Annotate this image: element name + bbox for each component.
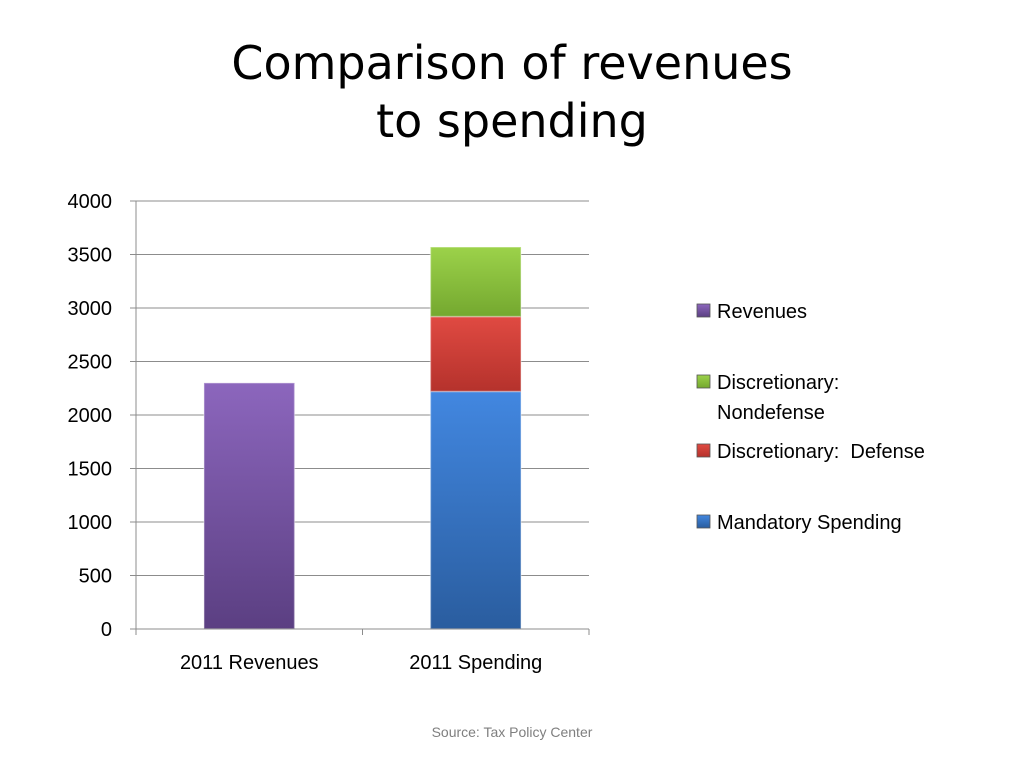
legend-swatch [696, 443, 711, 458]
y-tick-label: 2500 [68, 352, 113, 374]
bar-revenues [203, 382, 296, 630]
legend-label: Discretionary: [717, 372, 839, 394]
y-tick-label: 3500 [68, 245, 113, 267]
x-category-label: 2011 Revenues [180, 652, 319, 674]
legend-label: Revenues [717, 301, 807, 323]
x-category-label: 2011 Spending [409, 652, 542, 674]
source-note: Source: Tax Policy Center [431, 724, 593, 740]
legend-label: Discretionary: Defense [717, 441, 925, 463]
y-tick-label: 3000 [68, 298, 113, 320]
bar-mandatory-spending [429, 390, 522, 630]
y-tick-label: 0 [101, 619, 112, 641]
legend-swatch [696, 514, 711, 529]
y-tick-label: 2000 [68, 405, 113, 427]
legend-label: Mandatory Spending [717, 512, 902, 534]
y-tick-label: 4000 [68, 191, 113, 213]
title-line-1: Comparison of revenues [231, 36, 793, 90]
y-tick-label: 1000 [68, 512, 113, 534]
legend-item-discretionary-nondefense: Discretionary: Nondefense [696, 372, 839, 424]
legend-item-discretionary-defense: Discretionary: Defense [696, 441, 925, 463]
legend-swatch [696, 303, 711, 318]
bar-discretionary-defense [429, 315, 522, 393]
y-tick-label: 500 [79, 566, 112, 588]
legend-label: Nondefense [717, 402, 825, 424]
bar-discretionary-nondefense [429, 246, 522, 318]
legend-swatch [696, 374, 711, 389]
title-line-2: to spending [376, 94, 648, 148]
legend-item-revenues: Revenues [696, 301, 807, 323]
legend-item-mandatory-spending: Mandatory Spending [696, 512, 902, 534]
y-tick-label: 1500 [68, 459, 113, 481]
slide-title: Comparison of revenues to spending [0, 34, 1024, 150]
